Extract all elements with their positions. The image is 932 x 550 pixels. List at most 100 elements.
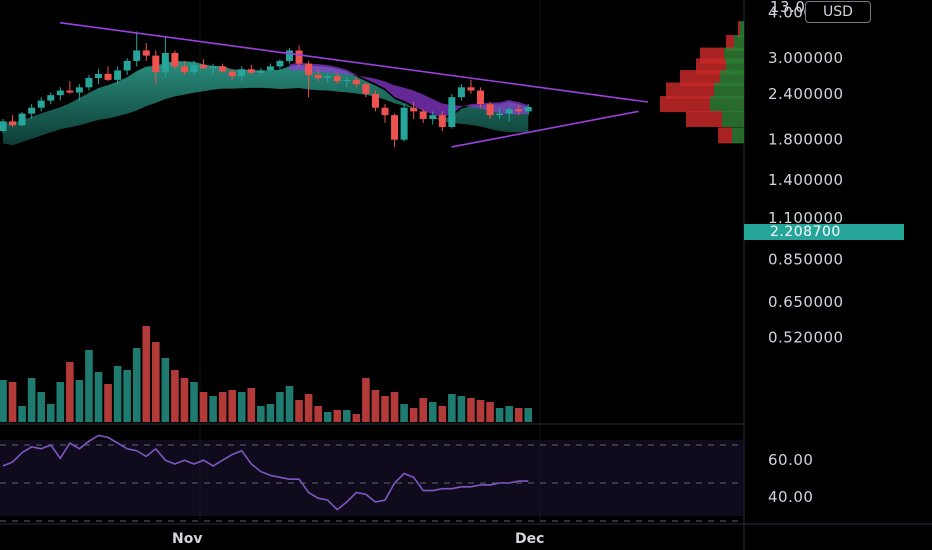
profile-bar-up: [722, 110, 744, 127]
candle-body: [400, 107, 408, 140]
candle-body: [477, 90, 484, 105]
volume-bar: [218, 392, 227, 422]
candle-body: [410, 107, 418, 112]
time-axis[interactable]: Nov Dec: [172, 531, 544, 547]
candle-body: [486, 104, 494, 116]
price-tick-label: 1.400000: [768, 171, 844, 189]
candle-body: [0, 121, 7, 132]
candle-body: [314, 75, 322, 79]
candle-body: [161, 53, 169, 73]
volume-bar: [266, 404, 275, 422]
candle-body: [209, 66, 217, 69]
volume-bar: [85, 350, 93, 422]
price-axis[interactable]: 10.0000008.0000006.5000005.0000004.00000…: [768, 0, 854, 347]
volume-bar: [352, 414, 361, 422]
candle-body: [180, 66, 188, 73]
volume-bar: [228, 390, 236, 422]
rsi-line: [2, 434, 529, 511]
volume-bar: [343, 410, 351, 422]
candle-body: [352, 79, 360, 85]
candle-body: [56, 90, 64, 96]
rsi-bands: [0, 444, 744, 522]
candle-body: [133, 50, 141, 61]
volume-bar: [123, 370, 131, 422]
rsi-path: [2, 434, 529, 511]
profile-bar-up: [734, 35, 744, 52]
trendline: [59, 21, 649, 103]
profile-bar-down: [680, 70, 720, 87]
volume-bar: [237, 392, 246, 422]
profile-bar-down: [726, 35, 734, 52]
candle-body: [333, 76, 341, 82]
volume-bar: [400, 404, 408, 422]
currency-selector-button[interactable]: USD: [805, 1, 871, 23]
volume-bar: [0, 380, 7, 422]
volume-bar: [18, 406, 26, 422]
volume-bar: [314, 406, 322, 422]
candle-body: [114, 70, 122, 80]
trendlines[interactable]: [59, 21, 649, 148]
volume-bar: [27, 378, 36, 422]
volume-bar: [333, 410, 342, 422]
price-tick-label: 1.800000: [768, 131, 844, 149]
volume-bar: [8, 382, 17, 422]
profile-bar-down: [666, 82, 714, 99]
moving-average-ribbon: [3, 61, 529, 162]
price-tick-label: 0.520000: [768, 329, 844, 347]
candle-body: [18, 113, 26, 126]
profile-bar-down: [686, 110, 722, 127]
profile-bar-up: [740, 21, 744, 38]
volume-bar: [257, 406, 265, 422]
candle-body: [142, 50, 150, 56]
candle-body: [381, 107, 389, 116]
candle-body: [95, 73, 102, 79]
candle-body: [9, 121, 17, 126]
candle-body: [266, 66, 274, 71]
volume-bar: [323, 412, 332, 422]
volume-bar: [132, 348, 141, 422]
volume-bar: [362, 378, 370, 422]
time-tick-dec: Dec: [515, 531, 544, 547]
ma-ribbon-bearish-fill: [289, 62, 529, 117]
candle-body: [85, 78, 93, 88]
candle-body: [295, 50, 303, 64]
candle-body: [28, 107, 36, 114]
candle-body: [171, 53, 179, 67]
candle-body: [219, 66, 227, 72]
price-tick-label: 0.650000: [768, 293, 844, 311]
time-tick-nov: Nov: [172, 531, 202, 547]
volume-bar: [428, 402, 437, 422]
volume-bar: [276, 392, 284, 422]
volume-bar: [524, 408, 533, 422]
last-price-badge: 2.208700: [744, 224, 904, 240]
volume-bar: [514, 408, 523, 422]
volume-bar: [180, 378, 189, 422]
candle-body: [37, 100, 45, 108]
profile-bar-up: [732, 127, 744, 144]
candle-body: [448, 97, 456, 127]
candle-body: [200, 64, 208, 69]
price-tick-label: 3.000000: [768, 49, 844, 67]
volume-bar: [295, 400, 303, 422]
volume-bar: [381, 396, 389, 422]
volume-bar: [104, 384, 112, 422]
profile-bar-up: [710, 96, 744, 113]
candle-body: [371, 93, 379, 108]
candle-body: [391, 115, 399, 140]
candle-body: [75, 87, 83, 93]
volume-bar: [190, 382, 198, 422]
volume-bar: [113, 366, 122, 422]
profile-bar-up: [720, 70, 744, 87]
candle-body: [190, 64, 198, 73]
profile-bar-down: [718, 127, 732, 144]
volume-bar: [152, 342, 160, 422]
price-tick-label: 0.850000: [768, 250, 844, 268]
candle-body: [276, 60, 284, 67]
rsi-tick-40: 40.00: [768, 488, 813, 506]
candle-body: [343, 79, 351, 82]
candle-body: [524, 106, 532, 112]
price-tick-label: 1.100000: [768, 209, 844, 227]
volume-bar: [37, 392, 45, 422]
volume-bar: [419, 398, 427, 422]
